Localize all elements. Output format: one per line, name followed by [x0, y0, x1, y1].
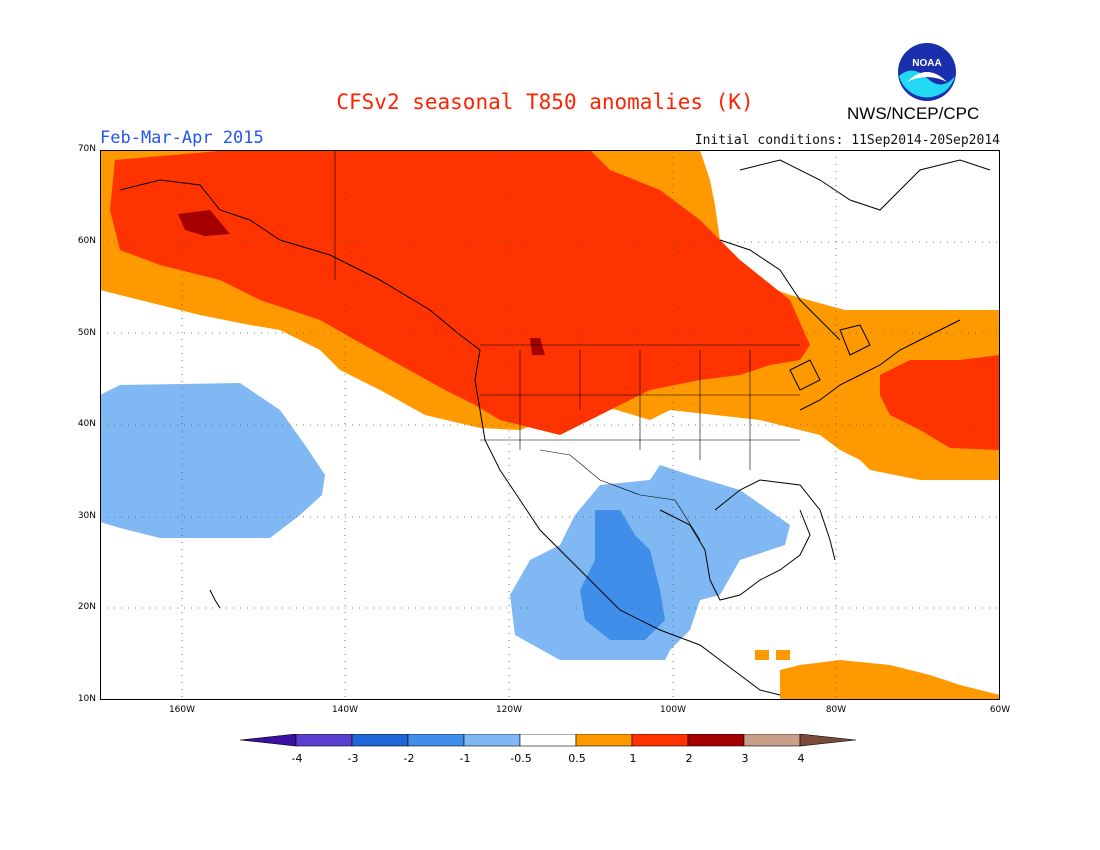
legend-label-4: 4	[797, 752, 805, 765]
anomaly-spot-darkred-montana	[530, 338, 545, 355]
lon-label-60w: 60W	[989, 705, 1011, 715]
legend-label-minus1: -1	[459, 752, 471, 765]
legend-label-3: 3	[741, 752, 749, 765]
lat-label-20n: 20N	[77, 602, 96, 612]
legend-swatch	[631, 734, 689, 747]
map-frame	[100, 150, 1000, 700]
legend-label-minus0-5: -0.5	[510, 752, 532, 765]
legend-label-2: 2	[685, 752, 693, 765]
anomaly-spot-darkred-alaska	[178, 210, 230, 236]
lon-label-120w: 120W	[495, 705, 523, 715]
initial-conditions: Initial conditions: 11Sep2014-20Sep2014	[694, 133, 1000, 148]
legend-swatch	[407, 734, 465, 747]
legend-swatch	[687, 734, 745, 747]
legend-swatch	[351, 734, 409, 747]
legend-label-0-5: 0.5	[568, 752, 586, 765]
anomaly-region-red	[110, 150, 810, 435]
lon-label-160w: 160W	[168, 705, 196, 715]
anomaly-region-red-northeast	[880, 355, 1000, 450]
anomaly-spot-orange-1	[755, 650, 769, 660]
lat-label-50n: 50N	[77, 328, 96, 338]
legend-label-1: 1	[629, 752, 637, 765]
agency-label: NWS/NCEP/CPC	[847, 104, 980, 123]
map-title: CFSv2 seasonal T850 anomalies (K)	[336, 90, 754, 114]
lon-label-100w: 100W	[659, 705, 687, 715]
legend-swatch	[743, 734, 801, 747]
legend-swatch	[575, 734, 633, 747]
legend-label-minus2: -2	[403, 752, 415, 765]
logo-text: NOAA	[912, 58, 941, 69]
lat-label-10n: 10N	[77, 694, 96, 704]
anomaly-region-lightblue-pacific	[100, 383, 325, 538]
color-legend	[240, 734, 857, 747]
legend-swatch	[463, 734, 521, 747]
legend-swatch	[799, 734, 857, 747]
lon-label-140w: 140W	[331, 705, 359, 715]
forecast-period: Feb-Mar-Apr 2015	[100, 128, 264, 148]
lat-label-70n: 70N	[77, 144, 96, 154]
anomaly-spot-orange-2	[776, 650, 790, 660]
anomaly-region-orange-caribbean	[780, 660, 1000, 700]
lat-label-40n: 40N	[77, 419, 96, 429]
legend-swatch	[240, 734, 297, 747]
political-borders	[334, 150, 800, 541]
lon-label-80w: 80W	[825, 705, 847, 715]
legend-label-minus3: -3	[347, 752, 359, 765]
coastlines	[119, 159, 991, 696]
legend-label-minus4: -4	[291, 752, 303, 765]
lat-label-30n: 30N	[77, 511, 96, 521]
legend-swatch	[295, 734, 353, 747]
graticule	[100, 150, 1000, 700]
noaa-logo: NOAA	[897, 42, 957, 102]
anomaly-map	[100, 150, 1000, 700]
lat-label-60n: 60N	[77, 236, 96, 246]
anomaly-region-blue-mexico	[580, 510, 665, 640]
legend-swatch	[519, 734, 577, 747]
